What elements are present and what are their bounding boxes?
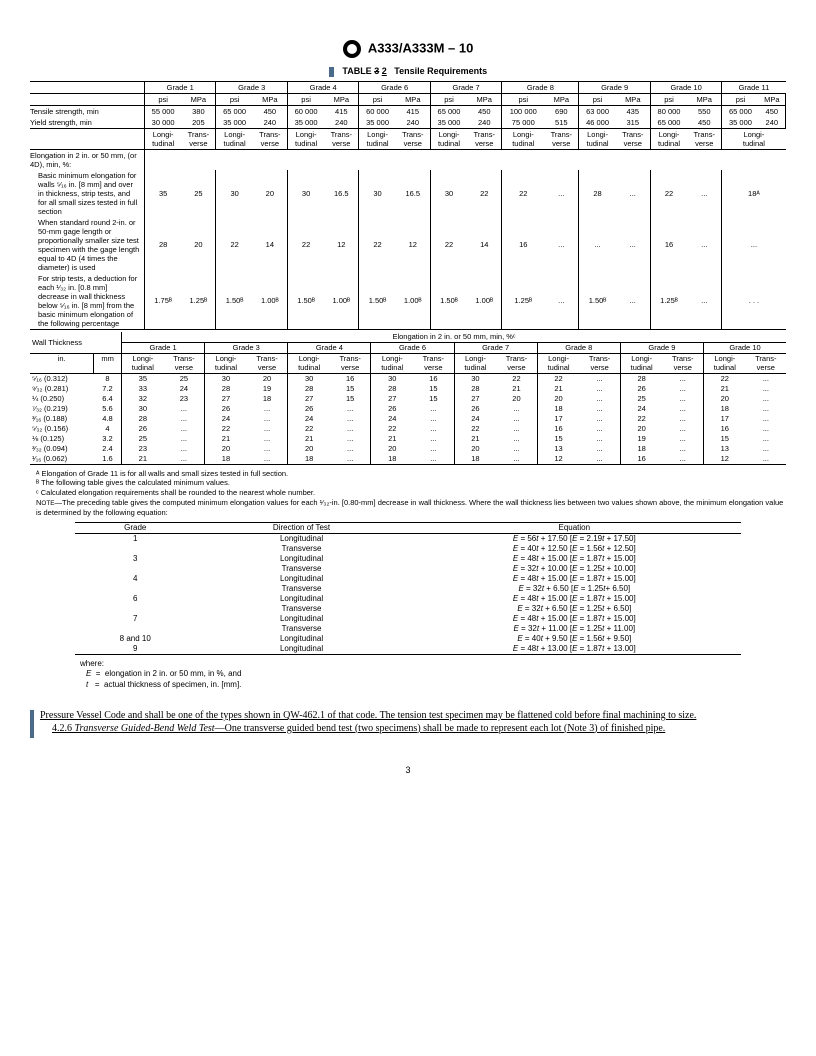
astm-logo: [343, 40, 361, 58]
page-number: 3: [30, 765, 786, 775]
body-text: Pressure Vessel Code and shall be one of…: [30, 710, 786, 735]
change-bar-icon: [30, 710, 34, 738]
table-caption: TABLE 3 2 Tensile Requirements: [30, 66, 786, 77]
wall-thickness-table: Wall Thickness Elongation in 2 in. or 50…: [30, 332, 786, 465]
where-block: where: E = elongation in 2 in. or 50 mm,…: [80, 659, 786, 690]
doc-id: A333/A333M – 10: [368, 40, 474, 55]
footnotes: ᴬ Elongation of Grade 11 is for all wall…: [30, 469, 786, 518]
tensile-requirements-table: Grade 1 Grade 3 Grade 4 Grade 6 Grade 7 …: [30, 81, 786, 330]
change-marker-icon: [329, 67, 334, 77]
note: NOTE—The preceding table gives the compu…: [30, 498, 786, 518]
doc-header: A333/A333M – 10: [30, 40, 786, 58]
equation-table: Grade Direction of Test Equation 1Longit…: [75, 522, 740, 655]
